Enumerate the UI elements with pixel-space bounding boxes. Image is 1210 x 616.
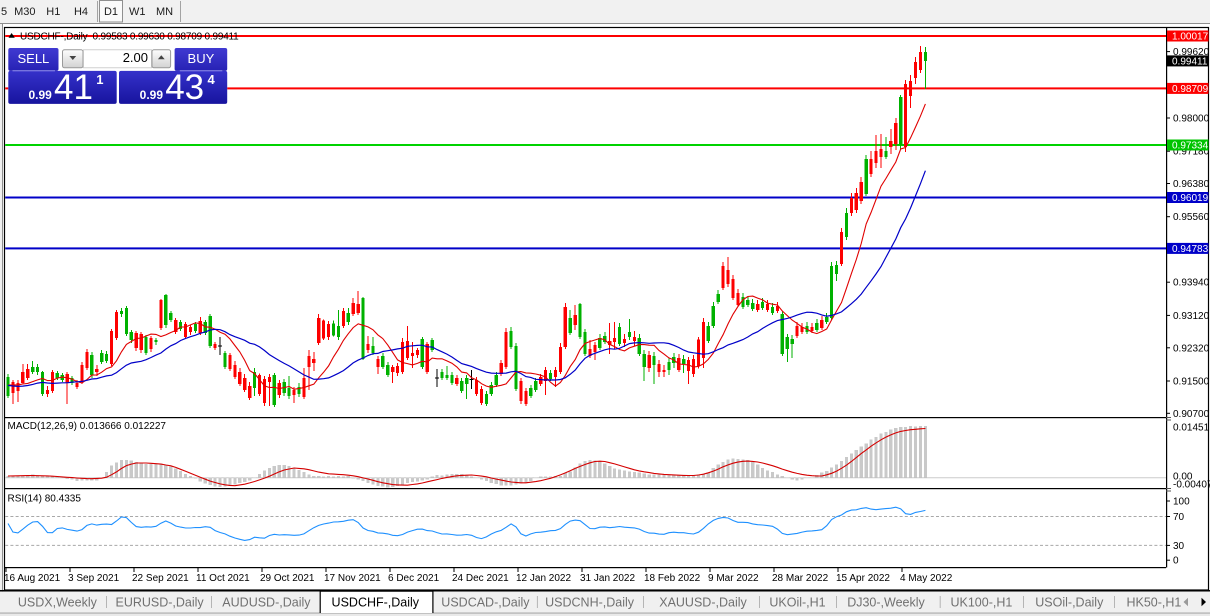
svg-text:0.01451: 0.01451	[1173, 422, 1210, 433]
svg-text:11 Oct 2021: 11 Oct 2021	[196, 573, 250, 584]
svg-text:0.99: 0.99	[28, 88, 52, 102]
svg-text:HK50-,H1: HK50-,H1	[1126, 596, 1181, 610]
svg-text:0.93120: 0.93120	[1173, 311, 1210, 322]
svg-text:SELL: SELL	[17, 51, 49, 66]
svg-text:USDCAD-,Daily: USDCAD-,Daily	[441, 596, 530, 610]
svg-text:BUY: BUY	[188, 51, 215, 66]
svg-text:0.90700: 0.90700	[1173, 409, 1210, 420]
svg-text:31 Jan 2022: 31 Jan 2022	[580, 573, 635, 584]
svg-text:0.98000: 0.98000	[1173, 114, 1210, 125]
svg-text:UKOil-,H1: UKOil-,H1	[769, 596, 825, 610]
svg-text:3 Sep 2021: 3 Sep 2021	[68, 573, 120, 584]
svg-text:UK100-,H1: UK100-,H1	[950, 596, 1012, 610]
svg-text:XAUUSD-,Daily: XAUUSD-,Daily	[659, 596, 747, 610]
svg-text:H1: H1	[46, 6, 60, 18]
svg-text:22 Sep 2021: 22 Sep 2021	[132, 573, 189, 584]
svg-text:5: 5	[1, 6, 7, 18]
svg-text:0.92320: 0.92320	[1173, 343, 1210, 354]
svg-text:USDCHF-,Daily 0.99583 0.99630: USDCHF-,Daily 0.99583 0.99630 0.98709 0.…	[20, 32, 239, 43]
svg-text:0.96380: 0.96380	[1173, 179, 1210, 190]
svg-text:24 Dec 2021: 24 Dec 2021	[452, 573, 509, 584]
svg-text:0.95560: 0.95560	[1173, 212, 1210, 223]
svg-text:0.97180: 0.97180	[1173, 147, 1210, 158]
svg-text:9 Mar 2022: 9 Mar 2022	[708, 573, 759, 584]
svg-text:USOil-,Daily: USOil-,Daily	[1035, 596, 1104, 610]
svg-text:30: 30	[1173, 541, 1185, 552]
svg-text:0: 0	[1173, 556, 1179, 567]
svg-text:15 Apr 2022: 15 Apr 2022	[836, 573, 890, 584]
svg-text:18 Feb 2022: 18 Feb 2022	[644, 573, 701, 584]
svg-text:0.93940: 0.93940	[1173, 278, 1210, 289]
svg-text:MN: MN	[156, 6, 173, 18]
svg-text:USDCHF-,Daily: USDCHF-,Daily	[332, 596, 420, 610]
svg-text:W1: W1	[129, 6, 146, 18]
svg-text:1: 1	[96, 72, 103, 87]
svg-text:0.00: 0.00	[1173, 472, 1193, 483]
svg-text:D1: D1	[104, 6, 118, 18]
svg-text:H4: H4	[74, 6, 88, 18]
svg-text:0.99: 0.99	[140, 88, 164, 102]
svg-text:12 Jan 2022: 12 Jan 2022	[516, 573, 571, 584]
svg-text:0.94783: 0.94783	[1172, 244, 1209, 255]
svg-text:DJ30-,Weekly: DJ30-,Weekly	[847, 596, 925, 610]
svg-text:RSI(14) 80.4335: RSI(14) 80.4335	[8, 494, 82, 505]
svg-text:0.99411: 0.99411	[1172, 56, 1208, 67]
svg-text:0.91500: 0.91500	[1173, 377, 1210, 388]
svg-text:0.98709: 0.98709	[1172, 84, 1209, 95]
svg-text:4 May 2022: 4 May 2022	[900, 573, 953, 584]
svg-text:USDX,Weekly: USDX,Weekly	[18, 596, 98, 610]
svg-text:0.97334: 0.97334	[1172, 141, 1209, 152]
svg-text:1.00017: 1.00017	[1172, 32, 1209, 43]
svg-text:16 Aug 2021: 16 Aug 2021	[4, 573, 61, 584]
svg-text:6 Dec 2021: 6 Dec 2021	[388, 573, 440, 584]
svg-text:41: 41	[54, 68, 93, 107]
svg-text:28 Mar 2022: 28 Mar 2022	[772, 573, 829, 584]
svg-text:M30: M30	[14, 6, 35, 18]
svg-text:100: 100	[1173, 497, 1190, 508]
svg-text:MACD(12,26,9) 0.013666 0.01222: MACD(12,26,9) 0.013666 0.012227	[8, 421, 167, 432]
svg-text:17 Nov 2021: 17 Nov 2021	[324, 573, 381, 584]
svg-text:43: 43	[165, 68, 204, 107]
svg-text:USDCNH-,Daily: USDCNH-,Daily	[545, 596, 635, 610]
svg-text:0.99620: 0.99620	[1173, 47, 1210, 58]
svg-text:29 Oct 2021: 29 Oct 2021	[260, 573, 315, 584]
svg-text:2.00: 2.00	[123, 50, 148, 65]
svg-text:0.96019: 0.96019	[1172, 193, 1209, 204]
svg-text:AUDUSD-,Daily: AUDUSD-,Daily	[222, 596, 311, 610]
svg-text:4: 4	[208, 72, 216, 87]
svg-text:EURUSD-,Daily: EURUSD-,Daily	[115, 596, 204, 610]
svg-text:70: 70	[1173, 512, 1185, 523]
